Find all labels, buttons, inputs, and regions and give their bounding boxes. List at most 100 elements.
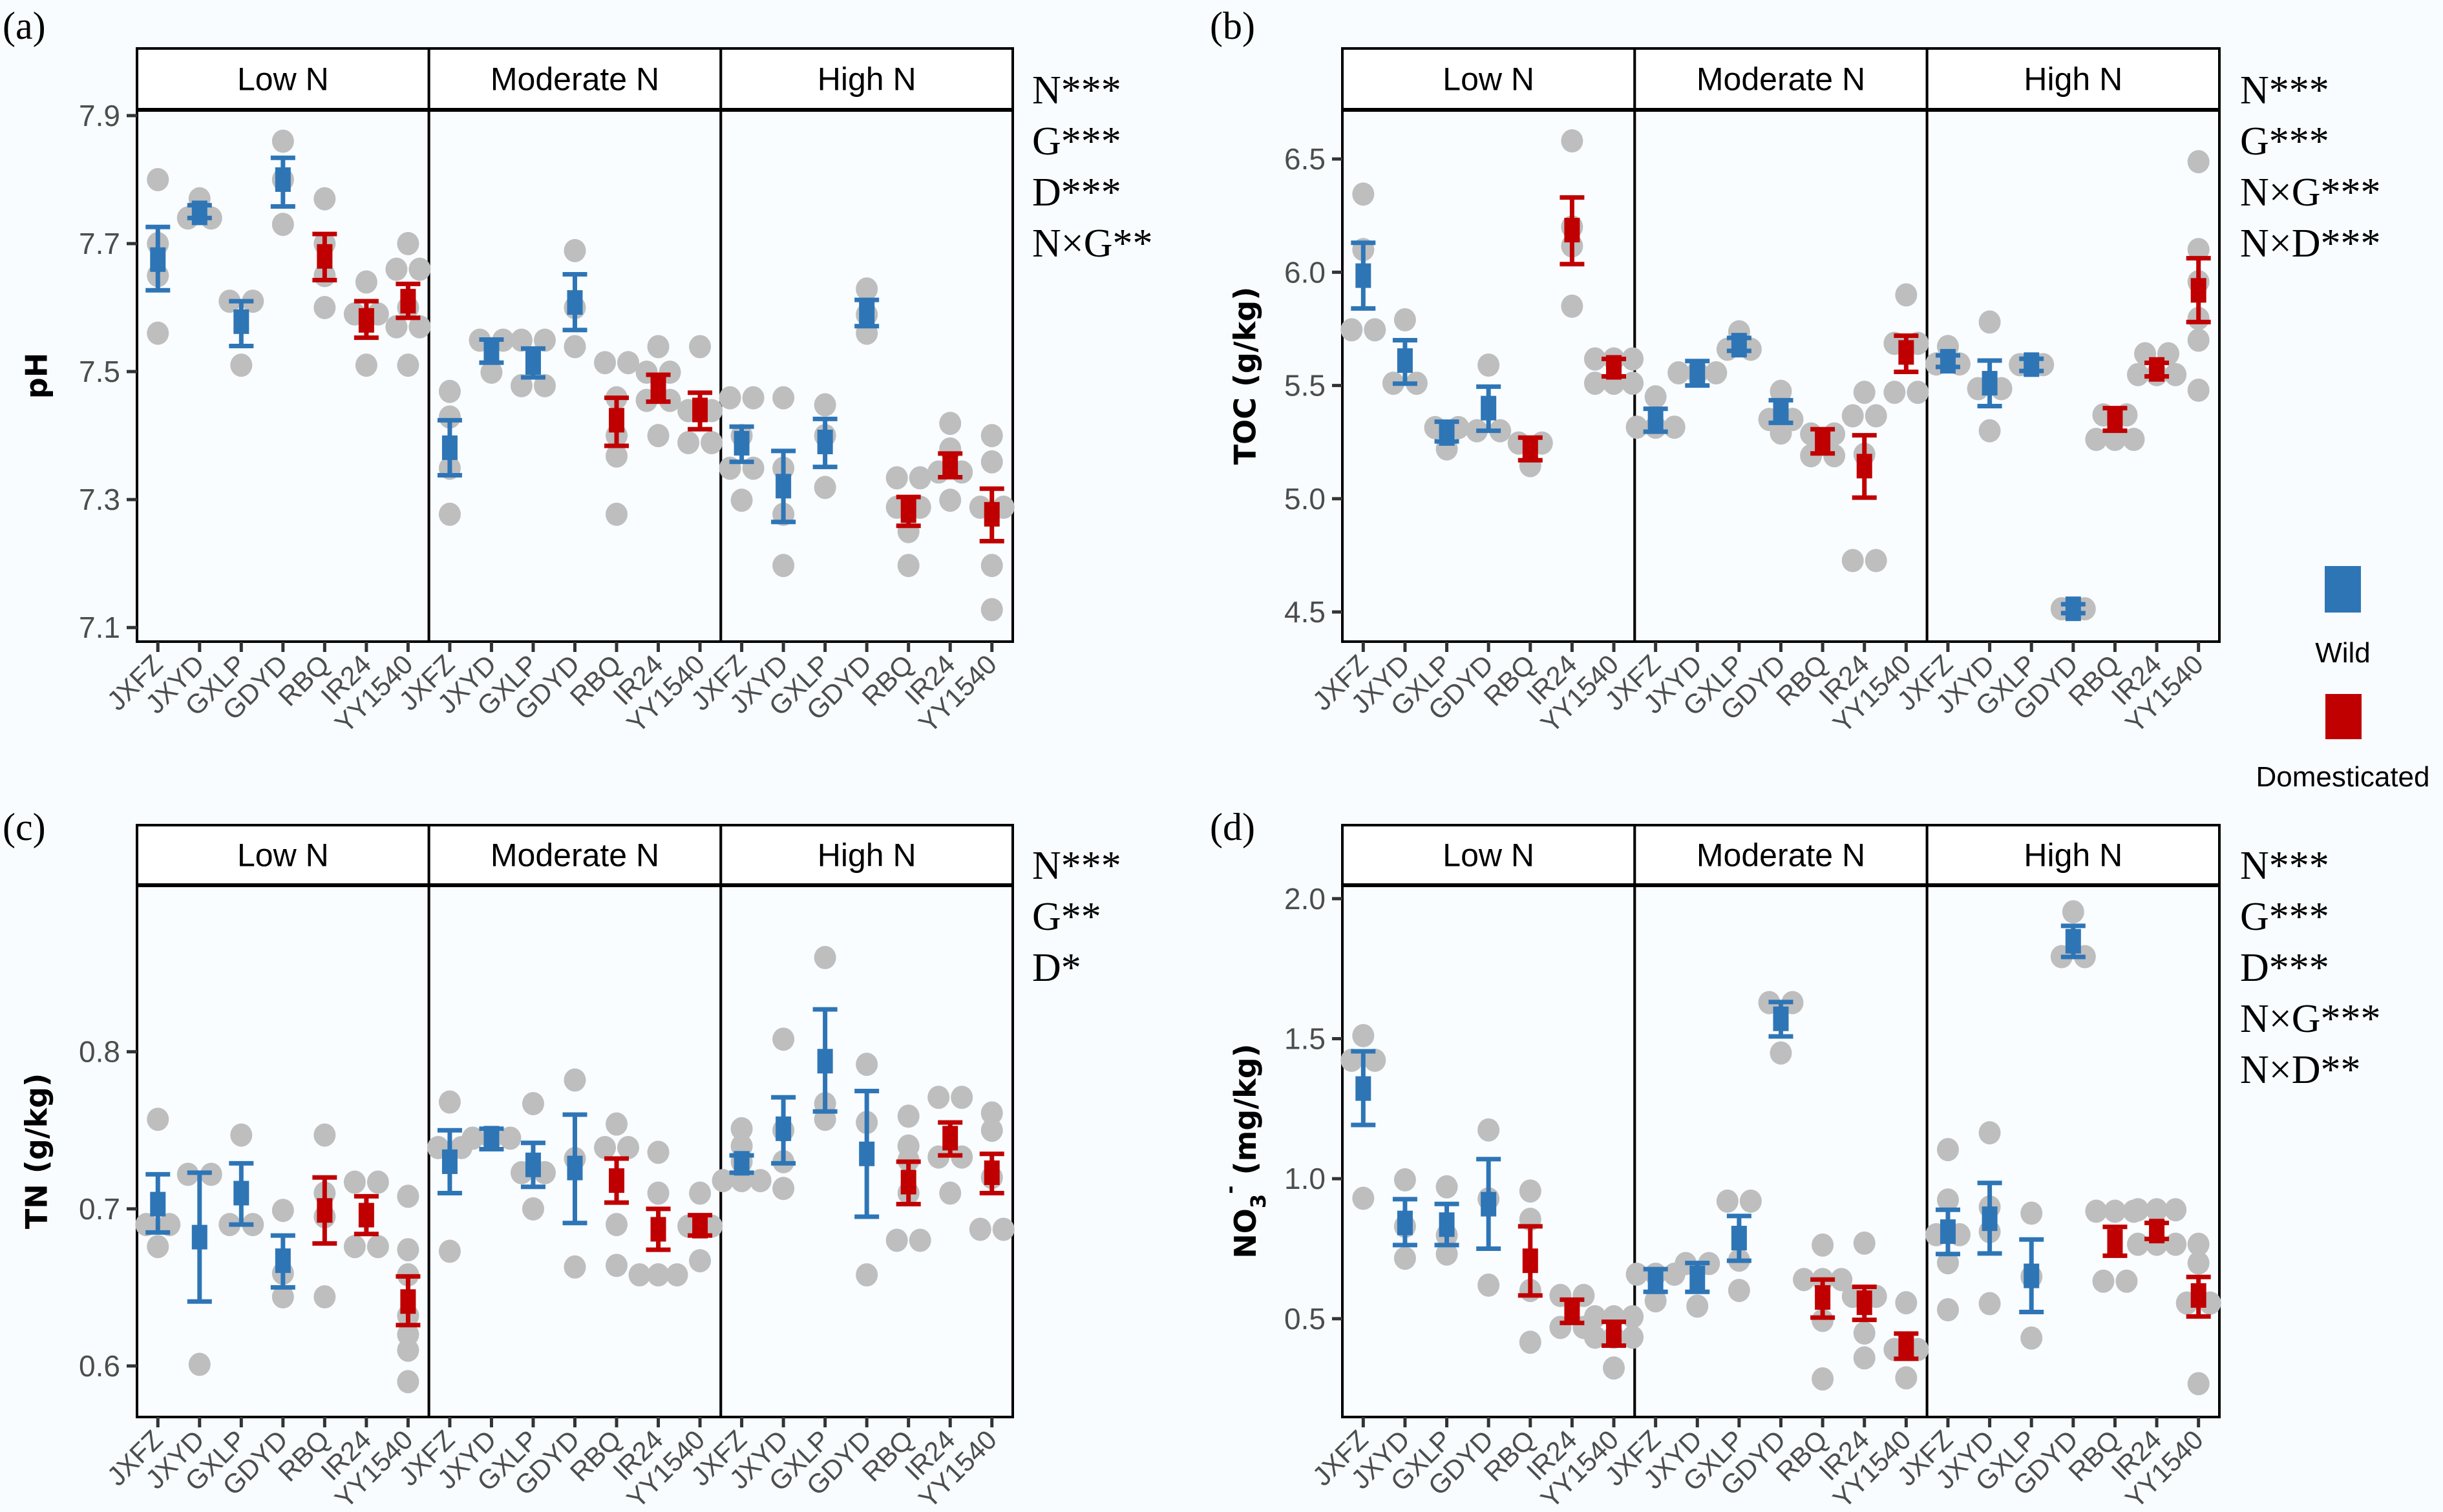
significance-annotation: N*** — [1032, 844, 1121, 888]
mean-marker — [1856, 1290, 1872, 1316]
data-point — [2062, 900, 2084, 924]
mean-marker — [441, 1149, 458, 1174]
data-point — [564, 335, 586, 359]
data-point — [594, 351, 617, 375]
data-point — [397, 231, 419, 255]
mean-marker — [2190, 1283, 2206, 1308]
significance-annotation: D*** — [1032, 171, 1121, 215]
y-axis-label: TOC (g/kg) — [1228, 287, 1263, 465]
data-point — [343, 1170, 366, 1194]
data-point — [1477, 353, 1500, 377]
data-point — [343, 1235, 366, 1259]
facet-plot-area — [136, 884, 430, 1418]
data-point — [1770, 1041, 1792, 1065]
data-point — [701, 430, 723, 454]
mean-marker — [2065, 929, 2081, 954]
data-point — [366, 1170, 389, 1194]
data-point — [2085, 1199, 2108, 1223]
mean-marker — [1815, 428, 1831, 454]
data-point — [2104, 427, 2126, 451]
mean-marker — [2024, 1263, 2040, 1288]
facet-strip-label: Moderate N — [1697, 61, 1865, 98]
data-point — [230, 1123, 253, 1147]
data-point — [1364, 318, 1386, 342]
data-point — [480, 361, 503, 384]
mean-marker — [1606, 355, 1622, 380]
data-point — [606, 1112, 628, 1136]
data-point — [1622, 372, 1644, 395]
facet-strip-label: Moderate N — [491, 837, 659, 874]
data-point — [271, 1199, 294, 1223]
data-point — [188, 1352, 211, 1376]
data-point — [271, 213, 294, 236]
data-point — [1519, 1179, 1541, 1203]
mean-marker — [1815, 1285, 1831, 1310]
y-tick-label: 6.0 — [1284, 255, 1326, 289]
data-point — [647, 1263, 670, 1286]
data-point — [1583, 372, 1606, 395]
legend-label-domesticated: Domesticated — [2256, 761, 2429, 793]
data-point — [1936, 1138, 1959, 1162]
mean-marker — [609, 1168, 625, 1193]
panel-d: (d) NO3- (mg/kg) Low N Moderate N High N 0.5 1… — [1210, 806, 2381, 1512]
data-point — [2187, 238, 2210, 262]
data-point — [719, 386, 741, 410]
data-point — [2092, 1269, 2115, 1293]
data-point — [147, 167, 169, 191]
data-point — [1393, 308, 1416, 331]
data-point — [730, 1117, 753, 1140]
data-point — [1622, 1325, 1644, 1349]
mean-marker — [900, 1170, 916, 1195]
data-point — [980, 554, 1003, 578]
facet-strip-label: High N — [818, 61, 916, 98]
mean-marker — [150, 247, 166, 272]
mean-marker — [233, 309, 249, 334]
mean-marker — [734, 1151, 750, 1176]
y-tick-label: 7.1 — [79, 611, 120, 644]
facet-strip — [136, 47, 430, 111]
mean-marker — [400, 289, 416, 314]
facet-strip — [427, 47, 723, 111]
data-point — [1644, 385, 1667, 409]
data-point — [939, 488, 962, 512]
data-point — [2164, 1198, 2187, 1222]
legend-key-domesticated — [2325, 694, 2362, 739]
data-point — [594, 1136, 617, 1160]
data-point — [980, 1101, 1003, 1125]
data-point — [1895, 283, 1918, 307]
mean-marker — [650, 375, 666, 401]
data-point — [533, 328, 556, 352]
y-axis-label: pH — [19, 353, 54, 399]
mean-marker — [1940, 1219, 1956, 1244]
data-point — [1865, 404, 1887, 428]
data-point — [533, 373, 556, 397]
mean-marker — [1689, 361, 1706, 386]
data-point — [1435, 1242, 1458, 1266]
data-point — [1352, 1186, 1375, 1210]
mean-marker — [233, 1181, 249, 1206]
data-point — [2126, 1232, 2149, 1256]
data-point — [617, 1136, 640, 1160]
facet-strip — [1633, 47, 1929, 111]
mean-marker — [2065, 596, 2081, 622]
y-tick-label: 6.5 — [1284, 142, 1326, 176]
data-point — [689, 1249, 712, 1273]
significance-annotation: N*** — [1032, 68, 1121, 112]
data-point — [510, 373, 533, 397]
y-axis-label: NO3- (mg/kg) — [1218, 1044, 1271, 1258]
data-point — [2122, 427, 2145, 451]
mean-marker — [1689, 1265, 1706, 1290]
data-point — [397, 353, 419, 377]
data-point — [2187, 1372, 2210, 1396]
panel-c: (c) TN (g/kg) Low N Moderate N High N 0.6 0.7 0… — [3, 806, 1121, 1512]
data-point — [628, 1263, 651, 1286]
data-point — [2164, 1232, 2187, 1256]
data-point — [355, 353, 377, 377]
y-tick-label: 1.0 — [1284, 1162, 1326, 1195]
facet-strip — [1925, 47, 2221, 111]
significance-annotation: D*** — [2240, 946, 2329, 990]
data-point — [522, 1197, 544, 1221]
significance-annotation: G*** — [1032, 120, 1121, 163]
facet-plot-area — [719, 109, 1015, 643]
